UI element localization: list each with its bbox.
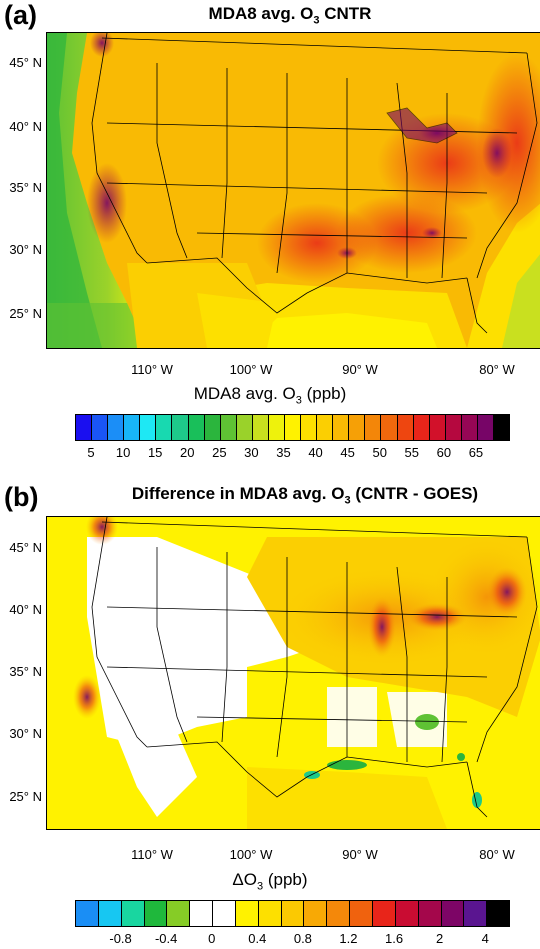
- colorbar-cell: [327, 901, 351, 926]
- colorbar-tick-label: 15: [147, 445, 163, 460]
- colorbar-tick-label: 0.4: [248, 931, 267, 946]
- colorbar-cell: [418, 901, 442, 926]
- colorbar-cell: [429, 415, 446, 440]
- panel-a-letter: (a): [4, 0, 37, 30]
- panel-a-xlabel: MDA8 avg. O3 (ppb): [193, 384, 347, 407]
- panel-a-lon-80: 80° W: [479, 362, 515, 377]
- colorbar-tick-label: 1.2: [339, 931, 358, 946]
- colorbar-cell: [236, 415, 253, 440]
- panel-b-lon-110: 110° W: [131, 847, 173, 862]
- colorbar-tick-label: 45: [340, 445, 355, 460]
- colorbar-cell: [76, 415, 93, 440]
- colorbar-cell: [144, 901, 168, 926]
- colorbar-cell: [372, 901, 396, 926]
- colorbar-cell: [333, 415, 350, 440]
- colorbar-cell: [445, 415, 462, 440]
- colorbar-cell: [494, 415, 510, 440]
- panel-a-lon-90: 90° W: [342, 362, 378, 377]
- colorbar-tick-label: 65: [468, 445, 484, 460]
- colorbar-tick-label: 20: [180, 445, 195, 460]
- panel-b-map: [46, 516, 540, 830]
- panel-a-lon-110: 110° W: [131, 362, 173, 377]
- panel-b-lon-100: 100° W: [229, 847, 273, 862]
- colorbar-cell: [213, 901, 236, 926]
- colorbar-cell: [441, 901, 465, 926]
- colorbar-tick-label: 60: [436, 445, 452, 460]
- colorbar-cell: [395, 901, 419, 926]
- colorbar-cell: [301, 415, 318, 440]
- panel-b-lat-35: 35° N: [9, 664, 42, 679]
- colorbar-cell: [487, 901, 510, 926]
- colorbar-cell: [235, 901, 259, 926]
- panel-a-lat-25: 25° N: [9, 306, 42, 321]
- colorbar-cell: [167, 901, 191, 926]
- colorbar-cell: [124, 415, 141, 440]
- ozone-map-a: [47, 33, 540, 348]
- colorbar-tick-label: 35: [276, 445, 291, 460]
- colorbar-cell: [156, 415, 173, 440]
- panel-b-colorbar: [75, 900, 510, 927]
- panel-b-lat-30: 30° N: [9, 726, 42, 741]
- colorbar-tick-label: 0.8: [293, 931, 312, 946]
- panel-a-title: MDA8 avg. O3 CNTR: [208, 4, 372, 27]
- panel-a-lon-100: 100° W: [229, 362, 273, 377]
- panel-b-lat-45: 45° N: [9, 540, 42, 555]
- colorbar-cell: [140, 415, 157, 440]
- colorbar-cell: [190, 901, 214, 926]
- colorbar-cell: [285, 415, 302, 440]
- colorbar-cell: [76, 901, 99, 926]
- colorbar-cell: [281, 901, 305, 926]
- colorbar-tick-label: 2: [436, 931, 444, 946]
- colorbar-cell: [258, 901, 282, 926]
- colorbar-cell: [317, 415, 334, 440]
- panel-b-lat-40: 40° N: [9, 602, 42, 617]
- panel-b-lon-90: 90° W: [342, 847, 378, 862]
- colorbar-tick-label: 50: [372, 445, 387, 460]
- panel-b-lon-80: 80° W: [479, 847, 515, 862]
- panel-a-map: [46, 32, 540, 349]
- colorbar-tick-label: -0.4: [154, 931, 178, 946]
- colorbar-cell: [464, 901, 488, 926]
- colorbar-cell: [304, 901, 328, 926]
- panel-a-lat-30: 30° N: [9, 242, 42, 257]
- panel-b-lat-25: 25° N: [9, 789, 42, 804]
- colorbar-tick-label: 1.6: [385, 931, 404, 946]
- colorbar-cell: [268, 415, 286, 440]
- colorbar-cell: [98, 901, 122, 926]
- colorbar-tick-label: -0.8: [109, 931, 132, 946]
- colorbar-cell: [121, 901, 145, 926]
- panel-a-lat-40: 40° N: [9, 119, 42, 134]
- colorbar-tick-label: 4: [481, 931, 489, 946]
- colorbar-cell: [381, 415, 398, 440]
- colorbar-cell: [477, 415, 495, 440]
- colorbar-tick-label: 25: [212, 445, 227, 460]
- colorbar-cell: [204, 415, 221, 440]
- ozone-difference-map-b: [47, 517, 540, 829]
- colorbar-cell: [252, 415, 269, 440]
- colorbar-cell: [188, 415, 205, 440]
- colorbar-cell: [350, 901, 373, 926]
- panel-b-title: Difference in MDA8 avg. O3 (CNTR - GOES): [131, 484, 479, 507]
- colorbar-cell: [108, 415, 125, 440]
- colorbar-cell: [92, 415, 109, 440]
- panel-a-lat-35: 35° N: [9, 180, 42, 195]
- colorbar-cell: [397, 415, 414, 440]
- panel-a-colorbar: [75, 414, 510, 441]
- panel-a-lat-45: 45° N: [9, 55, 42, 70]
- colorbar-cell: [413, 415, 430, 440]
- panel-b-letter: (b): [4, 482, 39, 512]
- colorbar-cell: [349, 415, 366, 440]
- colorbar-tick-label: 40: [308, 445, 323, 460]
- colorbar-tick-label: 5: [87, 445, 95, 460]
- panel-b-xlabel: ΔO3 (ppb): [232, 870, 308, 893]
- colorbar-cell: [220, 415, 237, 440]
- colorbar-cell: [172, 415, 189, 440]
- colorbar-cell: [461, 415, 478, 440]
- colorbar-tick-label: 0: [208, 931, 216, 946]
- colorbar-tick-label: 30: [244, 445, 259, 460]
- colorbar-cell: [365, 415, 382, 440]
- colorbar-tick-label: 55: [404, 445, 419, 460]
- colorbar-tick-label: 10: [115, 445, 131, 460]
